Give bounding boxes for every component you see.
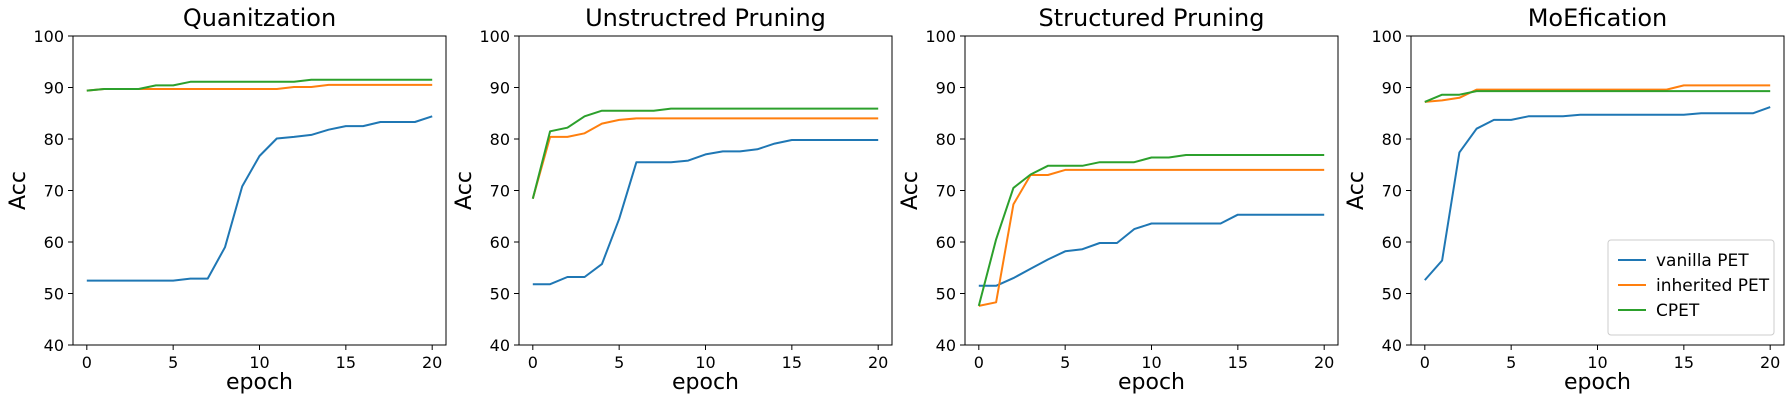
y-tick-label: 60 <box>936 233 956 252</box>
series-line-cpet <box>1424 90 1771 103</box>
y-tick-label: 60 <box>44 233 64 252</box>
x-tick-label: 5 <box>1060 353 1070 372</box>
y-axis-label: Acc <box>1344 171 1369 210</box>
x-tick-label: 5 <box>614 353 624 372</box>
x-tick-label: 10 <box>249 353 269 372</box>
y-tick-label: 80 <box>44 130 64 149</box>
legend-label-vanilla-pet: vanilla PET <box>1656 251 1749 271</box>
series-line-inherited-pet <box>978 168 1325 307</box>
y-axis-label: Acc <box>452 171 477 210</box>
y-tick-label: 50 <box>1382 285 1402 304</box>
series-line-cpet <box>531 107 879 199</box>
x-tick-label: 10 <box>695 353 715 372</box>
plot-frame <box>964 35 1339 346</box>
y-tick-label: 40 <box>44 336 64 355</box>
chart-panel-structured-pruning: Structured Pruning 40 50 60 70 80 90 100 0 5 10 15 2… <box>898 4 1339 395</box>
y-tick-label: 40 <box>1382 336 1402 355</box>
y-tick-label: 70 <box>490 182 510 201</box>
chart-panel-quanitzation: Quanitzation 40 50 60 70 80 90 100 0 5 10 15 20 epoch… <box>6 4 447 395</box>
y-tick-label: 40 <box>490 336 510 355</box>
x-tick-label: 5 <box>168 353 178 372</box>
x-tick-label: 20 <box>1760 353 1780 372</box>
x-tick-label: 0 <box>974 353 984 372</box>
plot-frame <box>518 35 893 346</box>
y-tick-label: 60 <box>1382 233 1402 252</box>
chart-title: Structured Pruning <box>1039 4 1265 32</box>
x-tick-label: 0 <box>528 353 538 372</box>
series-line-cpet <box>86 78 433 92</box>
x-tick-label: 15 <box>1674 353 1694 372</box>
y-tick-label: 90 <box>44 79 64 98</box>
y-tick-label: 100 <box>479 27 510 46</box>
y-tick-label: 80 <box>1382 130 1402 149</box>
x-tick-label: 20 <box>1314 353 1334 372</box>
y-axis-label: Acc <box>898 171 923 210</box>
legend-label-cpet: CPET <box>1656 301 1700 321</box>
y-tick-label: 100 <box>925 27 956 46</box>
x-tick-label: 0 <box>1420 353 1430 372</box>
y-tick-label: 70 <box>1382 182 1402 201</box>
y-tick-label: 60 <box>490 233 510 252</box>
y-tick-label: 100 <box>1371 27 1402 46</box>
series-line-vanilla-pet <box>1424 106 1771 281</box>
y-tick-label: 80 <box>490 130 510 149</box>
x-axis-label: epoch <box>226 370 293 395</box>
x-tick-label: 15 <box>782 353 802 372</box>
x-tick-label: 15 <box>1228 353 1248 372</box>
y-tick-label: 90 <box>936 79 956 98</box>
y-tick-label: 50 <box>490 285 510 304</box>
y-tick-label: 40 <box>936 336 956 355</box>
x-axis-label: epoch <box>1118 370 1185 395</box>
x-tick-label: 5 <box>1506 353 1516 372</box>
x-tick-label: 0 <box>82 353 92 372</box>
y-tick-label: 50 <box>936 285 956 304</box>
x-tick-label: 15 <box>336 353 356 372</box>
x-axis-label: epoch <box>672 370 739 395</box>
y-tick-label: 50 <box>44 285 64 304</box>
chart-title: Quanitzation <box>183 4 336 32</box>
series-line-vanilla-pet <box>86 115 433 282</box>
chart-panel-moefication: MoEfication 40 50 60 70 80 90 100 0 5 10 15 20 epoch A… <box>1344 4 1785 395</box>
series-line-cpet <box>977 154 1325 307</box>
y-tick-label: 100 <box>33 27 64 46</box>
legend: vanilla PET inherited PET CPET <box>1607 239 1775 336</box>
y-tick-label: 70 <box>44 182 64 201</box>
y-tick-label: 90 <box>490 79 510 98</box>
y-tick-label: 80 <box>936 130 956 149</box>
series-line-inherited-pet <box>531 117 879 199</box>
chart-panel-unstructred-pruning: Unstructred Pruning 40 50 60 70 80 90 100 0 5 10 15… <box>452 4 893 395</box>
x-tick-label: 20 <box>422 353 442 372</box>
x-tick-label: 10 <box>1141 353 1161 372</box>
y-tick-label: 90 <box>1382 79 1402 98</box>
x-tick-label: 20 <box>868 353 888 372</box>
series-line-inherited-pet <box>86 83 433 92</box>
legend-box <box>1607 239 1775 336</box>
chart-title: MoEfication <box>1528 4 1668 32</box>
legend-label-inherited-pet: inherited PET <box>1656 276 1770 296</box>
series-line-inherited-pet <box>1424 84 1771 103</box>
series-line-vanilla-pet <box>532 139 879 286</box>
x-axis-label: epoch <box>1564 370 1631 395</box>
series-line-vanilla-pet <box>978 213 1325 287</box>
chart-title: Unstructred Pruning <box>585 4 826 32</box>
x-tick-label: 10 <box>1587 353 1607 372</box>
y-tick-label: 70 <box>936 182 956 201</box>
y-axis-label: Acc <box>6 171 31 210</box>
plot-frame <box>72 35 447 346</box>
